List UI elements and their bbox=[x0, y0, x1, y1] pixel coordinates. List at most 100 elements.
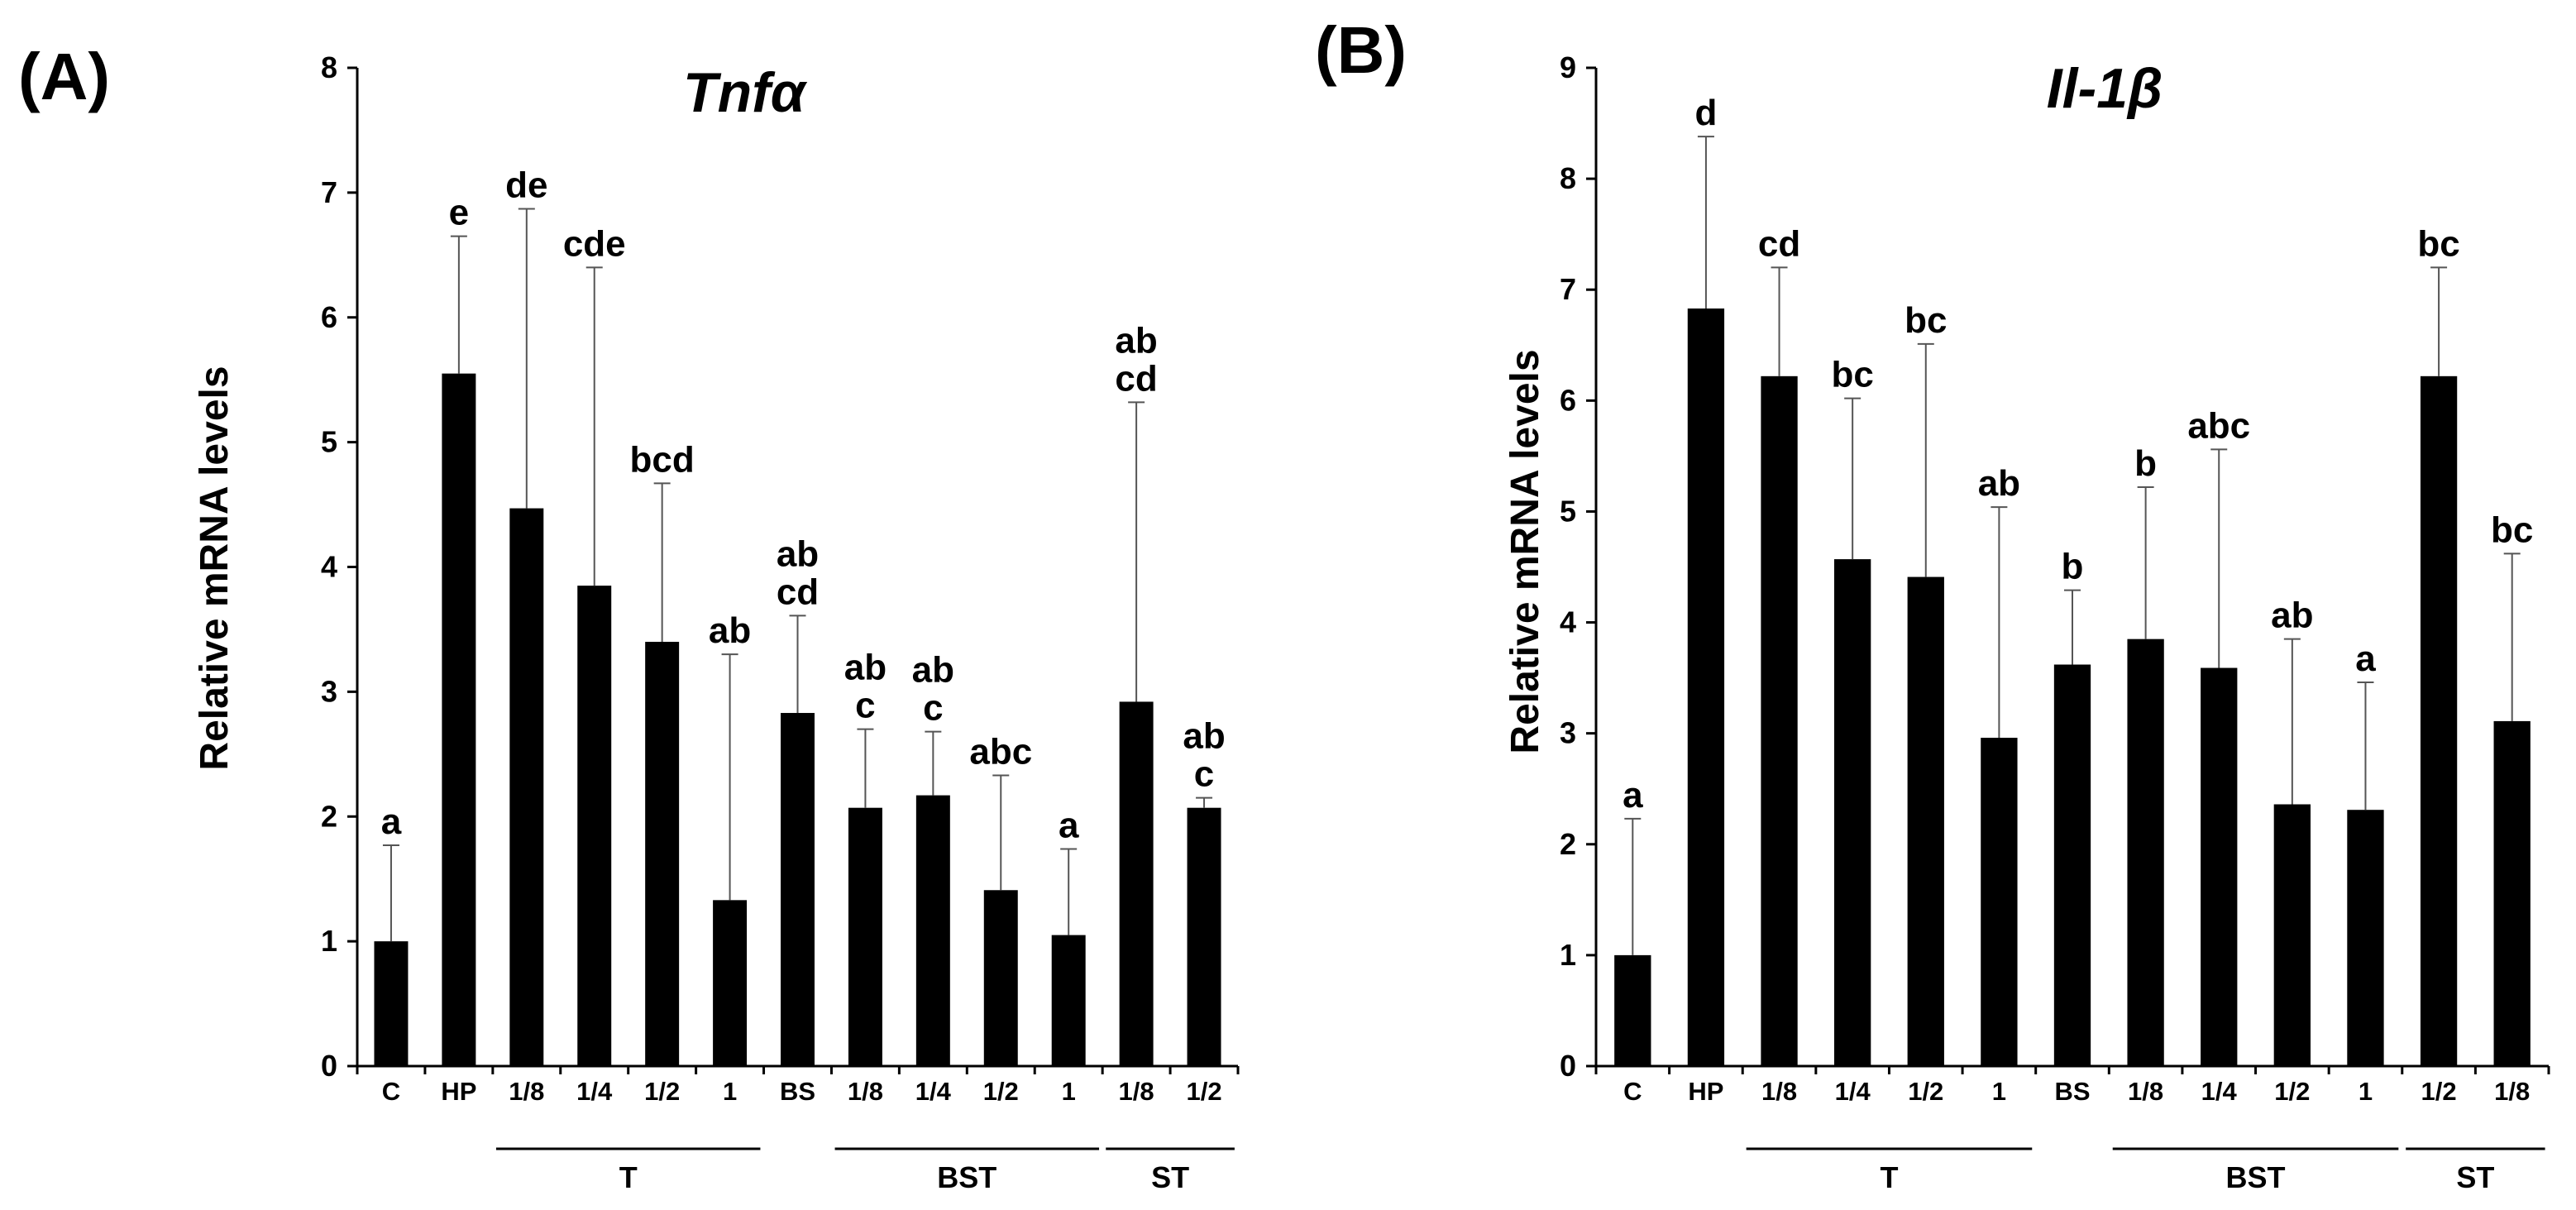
panel-b-category-label: C bbox=[1623, 1077, 1642, 1106]
panel-a-bar bbox=[781, 713, 815, 1066]
panel-b-y-tick-label: 6 bbox=[1560, 383, 1576, 417]
panel-a-category-label: 1/4 bbox=[915, 1077, 952, 1106]
panel-a-significance-label: a bbox=[381, 801, 402, 842]
panel-b-y-tick-label: 1 bbox=[1560, 938, 1576, 972]
panel-a-y-tick-label: 6 bbox=[321, 300, 337, 334]
panel-a-group-brackets: T BST ST bbox=[495, 1147, 1235, 1194]
panel-a-significance-label: abc bbox=[969, 731, 1032, 772]
panel-a-letter: (A) bbox=[18, 40, 110, 113]
panel-a-bar bbox=[983, 890, 1018, 1066]
panel-a-bar bbox=[848, 807, 882, 1066]
panel-b-category-labels: C HP 1/8 1/4 1/2 1 BS 1/8 1/4 1/2 1 1/2 1/8 bbox=[1623, 1077, 2530, 1106]
panel-b-significance-label: abc bbox=[2187, 405, 2250, 446]
panel-b-significance-label: bc bbox=[2491, 509, 2533, 550]
panel-b-bar bbox=[2127, 638, 2164, 1066]
panel-a-y-tick-label: 5 bbox=[321, 425, 337, 459]
panel-a-y-tick-label: 8 bbox=[321, 50, 337, 84]
panel-a-bar bbox=[509, 508, 544, 1066]
panel-b-significance-label: b bbox=[2062, 547, 2084, 587]
panel-a-title: Tnfα bbox=[683, 61, 808, 124]
panel-a-category-label: 1 bbox=[723, 1077, 737, 1106]
panel-a-category-label: 1/8 bbox=[509, 1077, 544, 1106]
panel-a-significance-label: ab cd bbox=[1115, 320, 1157, 399]
panel-b-category-label: 1 bbox=[1992, 1077, 2006, 1106]
panel-b-significance-label: bc bbox=[1905, 300, 1947, 341]
panel-a-bar bbox=[577, 586, 612, 1066]
panel-b-bar bbox=[2201, 667, 2238, 1066]
panel-a-bar bbox=[915, 795, 950, 1066]
panel-b-category-label: 1/2 bbox=[1908, 1077, 1943, 1106]
panel-b-significance-label: a bbox=[1623, 775, 1643, 815]
panel-a-significance-label: de bbox=[505, 165, 547, 205]
panel-b-error-bars bbox=[1624, 136, 2521, 955]
panel-b-bar bbox=[2493, 720, 2531, 1066]
panel-a-category-label: C bbox=[382, 1077, 400, 1106]
panel-a-category-labels: C HP 1/8 1/4 1/2 1 BS 1/8 1/4 1/2 1 1/8 1/2 bbox=[382, 1077, 1222, 1106]
panel-a-bar bbox=[374, 941, 409, 1066]
panel-a-category-label: 1/2 bbox=[644, 1077, 680, 1106]
panel-a-category-label: HP bbox=[441, 1077, 476, 1106]
panel-a-y-tick-label: 0 bbox=[321, 1049, 337, 1083]
panel-a-bar bbox=[1051, 935, 1086, 1066]
panel-b-category-label: 1/8 bbox=[2494, 1077, 2530, 1106]
panel-b-category-label: BS bbox=[2054, 1077, 2090, 1106]
panel-b-y-tick-label: 4 bbox=[1560, 605, 1576, 639]
panel-a-significance-label: cde bbox=[563, 223, 626, 264]
panel-a-error-bars bbox=[382, 208, 1213, 942]
panel-a-bar bbox=[1187, 807, 1221, 1066]
panel-a-category-label: 1/4 bbox=[576, 1077, 613, 1106]
panel-b-letter: (B) bbox=[1315, 13, 1407, 87]
panel-b-group-label: ST bbox=[2456, 1160, 2494, 1194]
panel-b-y-axis-label: Relative mRNA levels bbox=[1503, 349, 1547, 753]
panel-b-category-label: 1/8 bbox=[2128, 1077, 2163, 1106]
panel-b-category-label: 1/4 bbox=[1835, 1077, 1871, 1106]
panel-b-bar bbox=[1614, 954, 1651, 1066]
panel-b-significance-label: a bbox=[2355, 638, 2376, 679]
panel-b-y-tick-label: 5 bbox=[1560, 494, 1576, 528]
panel-a-category-label: 1 bbox=[1062, 1077, 1076, 1106]
panel-b-bar bbox=[2420, 375, 2458, 1067]
panel-b-y-tick-label: 8 bbox=[1560, 161, 1576, 195]
panel-a-y-tick-label: 1 bbox=[321, 924, 337, 958]
panel-a-y-tick-label: 2 bbox=[321, 799, 337, 833]
panel-a-tnf-chart: (A) Tnfα Relative mRNA levels 012345678 … bbox=[18, 40, 1240, 1194]
panel-b-axes: 0 1 2 3 4 5 6 7 8 9 bbox=[1560, 50, 2550, 1083]
panel-a-significance-label: ab bbox=[709, 610, 751, 651]
panel-a-significance-label: a bbox=[1059, 805, 1079, 845]
panel-b-group-label: BST bbox=[2226, 1160, 2286, 1194]
panel-b-bar bbox=[1981, 738, 2018, 1066]
panel-a-category-label: 1/2 bbox=[983, 1077, 1019, 1106]
panel-a-category-label: 1/2 bbox=[1186, 1077, 1221, 1106]
panel-b-significance-label: ab bbox=[2271, 595, 2313, 636]
panel-a-bar bbox=[442, 373, 476, 1066]
panel-b-significance-label: bc bbox=[1831, 355, 1873, 395]
panel-b-bar bbox=[1834, 559, 1871, 1066]
panel-a-y-axis-label: Relative mRNA levels bbox=[193, 366, 237, 770]
panel-b-y-tick-label: 3 bbox=[1560, 716, 1576, 750]
panel-b-category-label: 1/2 bbox=[2274, 1077, 2310, 1106]
panel-a-significance-label: e bbox=[449, 193, 469, 233]
panel-b-group-label: T bbox=[1880, 1160, 1898, 1194]
panel-b-bar bbox=[2053, 664, 2091, 1066]
panel-a-group-label: T bbox=[619, 1160, 638, 1194]
panel-a-group-label: BST bbox=[937, 1160, 996, 1194]
panel-a-category-label: 1/8 bbox=[1119, 1077, 1154, 1106]
panel-b-category-label: HP bbox=[1688, 1077, 1723, 1106]
panel-b-category-label: 1/8 bbox=[1761, 1077, 1797, 1106]
panel-b-il1b-chart: (B) Il-1β Relative mRNA levels 0 1 2 3 4 5 6 7 8… bbox=[1315, 13, 2550, 1194]
panel-a-bar bbox=[645, 642, 680, 1066]
panel-b-category-label: 1/4 bbox=[2201, 1077, 2238, 1106]
panel-a-y-tick-label: 4 bbox=[321, 550, 337, 584]
panel-a-bars bbox=[374, 373, 1221, 1066]
panel-b-bar bbox=[2273, 804, 2311, 1066]
panel-a-bar bbox=[1119, 701, 1154, 1066]
panel-b-y-tick-label: 9 bbox=[1560, 50, 1576, 84]
panel-a-significance-label: ab cd bbox=[777, 533, 819, 612]
panel-b-significance-label: cd bbox=[1758, 223, 1800, 264]
panel-a-axes: 0 1 2 3 4 5 6 7 8 bbox=[321, 50, 1240, 1083]
panel-b-y-tick-label: 2 bbox=[1560, 827, 1576, 861]
panel-a-group-label: ST bbox=[1151, 1160, 1189, 1194]
